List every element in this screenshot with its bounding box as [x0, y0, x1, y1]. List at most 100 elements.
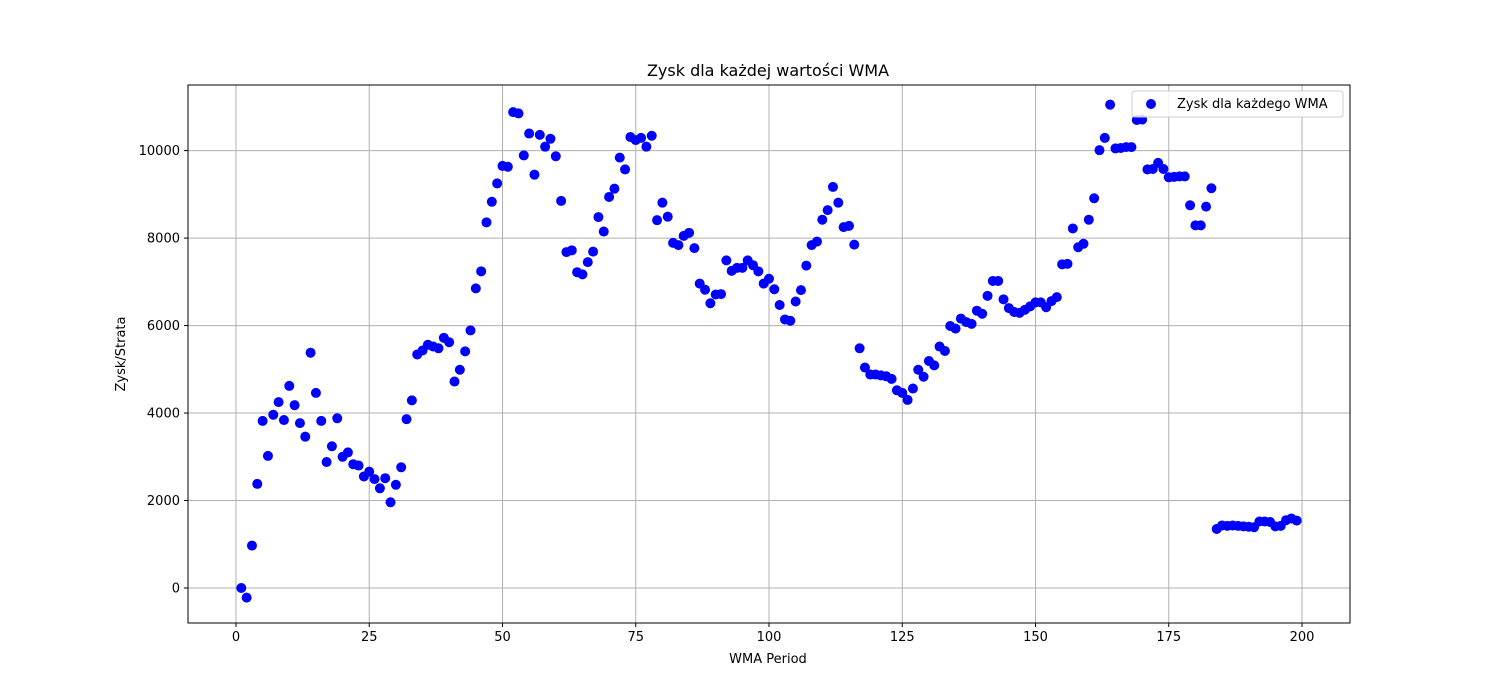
data-point [854, 343, 865, 354]
data-point [1099, 132, 1110, 143]
data-point [278, 415, 289, 426]
data-point [406, 395, 417, 406]
data-point [470, 283, 481, 294]
data-point [886, 373, 897, 384]
data-point [614, 152, 625, 163]
data-point [326, 441, 337, 452]
data-point [460, 346, 471, 357]
data-point [1051, 292, 1062, 303]
data-point [753, 266, 764, 277]
data-point [657, 197, 668, 208]
data-point [588, 246, 599, 257]
data-point [705, 298, 716, 309]
data-point [289, 400, 300, 411]
data-point [1094, 145, 1105, 156]
data-point [273, 397, 284, 408]
data-point [396, 462, 407, 473]
data-point [444, 337, 455, 348]
data-point [582, 257, 593, 268]
x-tick-label: 100 [757, 630, 782, 645]
data-point [332, 413, 343, 424]
data-point [454, 364, 465, 375]
legend-marker [1146, 99, 1156, 109]
data-point [316, 415, 327, 426]
data-point [843, 220, 854, 231]
x-tick-label: 0 [232, 630, 240, 645]
data-point [1291, 515, 1302, 526]
data-point [700, 284, 711, 295]
data-point [310, 387, 321, 398]
data-point [566, 245, 577, 256]
data-point [662, 211, 673, 222]
data-point [486, 196, 497, 207]
data-point [641, 141, 652, 152]
y-axis-label: Zysk/Strata [114, 316, 129, 391]
x-tick-label: 175 [1156, 630, 1181, 645]
data-point [811, 236, 822, 247]
data-point [534, 129, 545, 140]
data-point [502, 161, 513, 172]
data-point [268, 409, 279, 420]
data-point [1089, 193, 1100, 204]
y-tick-label: 6000 [147, 319, 180, 334]
data-point [545, 133, 556, 144]
y-tick-label: 4000 [147, 407, 180, 422]
data-point [913, 364, 924, 375]
data-point [966, 318, 977, 329]
chart-title: Zysk dla każdej wartości WMA [647, 61, 889, 80]
x-tick-label: 75 [627, 630, 644, 645]
x-tick-label: 25 [361, 630, 378, 645]
y-tick-label: 10000 [139, 144, 180, 159]
data-point [609, 183, 620, 194]
data-point [950, 323, 961, 334]
data-point [646, 130, 657, 141]
data-point [977, 308, 988, 319]
data-point [374, 483, 385, 494]
data-point [262, 450, 273, 461]
data-point [476, 266, 487, 277]
data-point [524, 128, 535, 139]
data-point [1185, 200, 1196, 211]
data-point [236, 583, 247, 594]
data-point [801, 260, 812, 271]
data-point [929, 360, 940, 371]
legend-box [1131, 90, 1344, 118]
data-point [342, 447, 353, 458]
data-point [305, 347, 316, 358]
data-point [1179, 171, 1190, 182]
data-point [790, 296, 801, 307]
data-point [1126, 142, 1137, 153]
data-point [390, 479, 401, 490]
data-point [721, 255, 732, 266]
data-point [827, 181, 838, 192]
data-point [513, 108, 524, 119]
data-point [257, 415, 268, 426]
data-point [465, 325, 476, 336]
data-point [1201, 201, 1212, 212]
x-tick-label: 50 [494, 630, 511, 645]
data-point [380, 473, 391, 484]
data-point [241, 592, 252, 603]
data-point [598, 226, 609, 237]
data-point [550, 151, 561, 162]
data-point [300, 431, 311, 442]
data-point [774, 300, 785, 311]
data-point [897, 387, 908, 398]
data-point [1078, 238, 1089, 249]
data-point [1067, 223, 1078, 234]
data-point [673, 240, 684, 251]
data-point [849, 239, 860, 250]
data-point [433, 343, 444, 354]
data-point [353, 460, 364, 471]
data-point [401, 414, 412, 425]
data-point [518, 150, 529, 161]
y-tick-label: 8000 [147, 232, 180, 247]
data-point [620, 164, 631, 175]
data-point [577, 269, 588, 280]
data-point [689, 243, 700, 254]
data-point [1158, 163, 1169, 174]
data-point [540, 141, 551, 152]
data-point [294, 418, 305, 429]
x-axis-label: WMA Period [729, 652, 807, 667]
